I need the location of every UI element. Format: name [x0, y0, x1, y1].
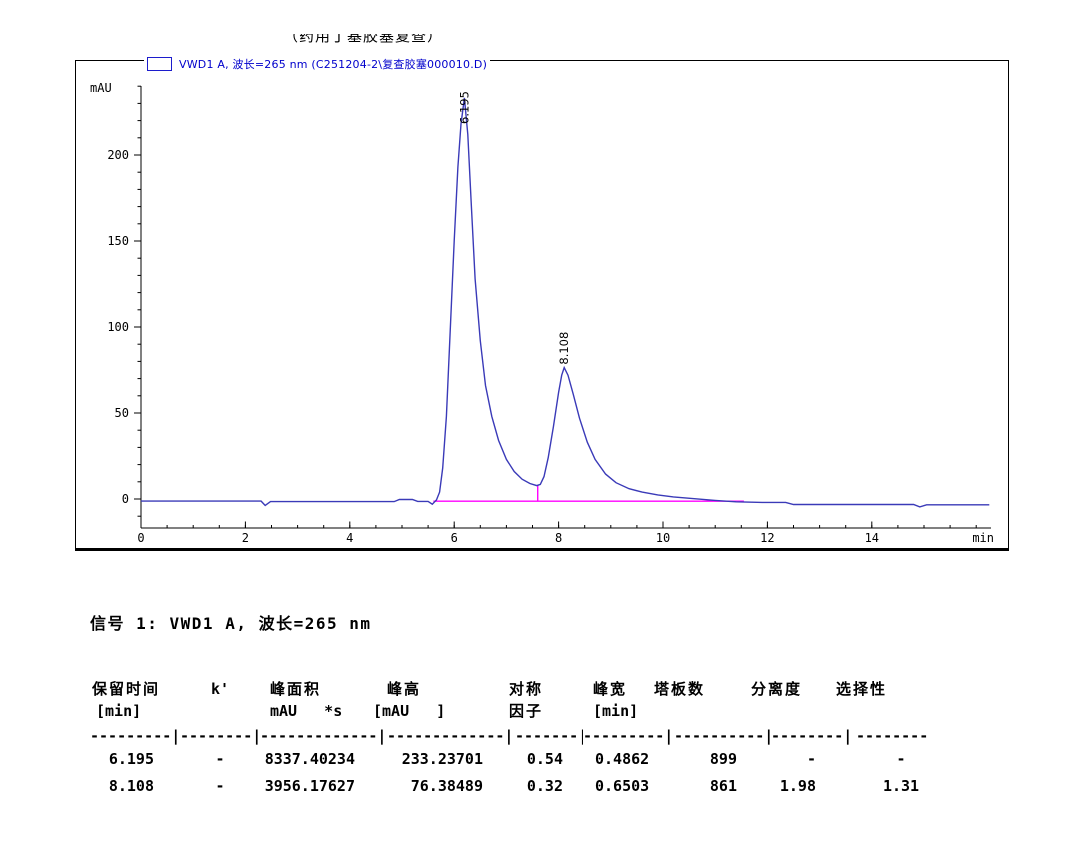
table-header-row: 保留时间 k' 峰面积 峰高 对称 峰宽 塔板数 分离度 选择性: [90, 678, 960, 700]
col-header-retention-time: 保留时间: [92, 680, 161, 698]
cell-area: 8337.40234: [264, 750, 355, 768]
chromatogram-frame: VWD1 A, 波长=265 nm (C251204-2\复查胶塞000010.…: [75, 56, 1009, 551]
cell-area: 3956.17627: [264, 777, 355, 795]
legend-swatch-icon: [147, 57, 172, 71]
table-row: 6.195 - 8337.40234 233.23701 0.54 0.4862…: [90, 746, 960, 773]
chart-legend: VWD1 A, 波长=265 nm (C251204-2\复查胶塞000010.…: [144, 56, 491, 72]
col-header-plates: 塔板数: [654, 680, 706, 698]
clipped-header-text: （药用丁基胶塞复查）: [283, 34, 444, 45]
table-units-row: [min] mAU *s [mAU ] 因子 [min]: [96, 702, 639, 720]
cell-rt: 8.108: [108, 777, 154, 795]
peak-table: 保留时间 k' 峰面积 峰高 对称 峰宽 塔板数 分离度 选择性 [min] m…: [90, 678, 960, 800]
cell-rt: 6.195: [108, 750, 154, 768]
y-tick-label: 100: [107, 320, 129, 334]
chromatogram-plot: 0 50 100 150 200 mAU 0 2 4 6 8 10 12 14 min 6.195 8.108: [90, 81, 994, 544]
y-tick-label: 50: [115, 406, 129, 420]
x-tick-label: 14: [865, 531, 879, 544]
signal-trace: [141, 97, 990, 508]
y-tick-label: 200: [107, 148, 129, 162]
x-tick-label: 10: [656, 531, 670, 544]
col-header-height: 峰高: [387, 680, 422, 698]
table-row: 8.108 - 3956.17627 76.38489 0.32 0.6503 …: [90, 773, 960, 800]
x-tick-label: 2: [242, 531, 249, 544]
x-tick-label: 4: [346, 531, 353, 544]
y-tick-label: 0: [122, 492, 129, 506]
col-header-k: k': [210, 680, 230, 698]
x-tick-label: 6: [451, 531, 458, 544]
col-header-area: 峰面积: [270, 680, 322, 698]
col-header-selectivity: 选择性: [836, 680, 888, 698]
y-axis-unit: mAU: [90, 81, 112, 95]
x-tick-label: 12: [760, 531, 774, 544]
signal-title: 信号 1: VWD1 A, 波长=265 nm: [90, 614, 372, 633]
table-separator-row: ---------| --------| -------------| ----…: [90, 727, 929, 745]
legend-label: VWD1 A, 波长=265 nm (C251204-2\复查胶塞000010.…: [179, 58, 488, 71]
cell-height: 76.38489: [410, 777, 483, 795]
col-header-resolution: 分离度: [751, 680, 803, 698]
peak-label: 6.195: [457, 91, 471, 124]
x-axis-unit: min: [972, 531, 994, 544]
cell-height: 233.23701: [401, 750, 483, 768]
x-tick-label: 0: [137, 531, 144, 544]
col-header-symmetry: 对称: [509, 680, 544, 698]
col-header-width: 峰宽: [593, 680, 628, 698]
peak-label: 8.108: [557, 332, 571, 365]
y-tick-label: 150: [107, 234, 129, 248]
x-tick-label: 8: [555, 531, 562, 544]
